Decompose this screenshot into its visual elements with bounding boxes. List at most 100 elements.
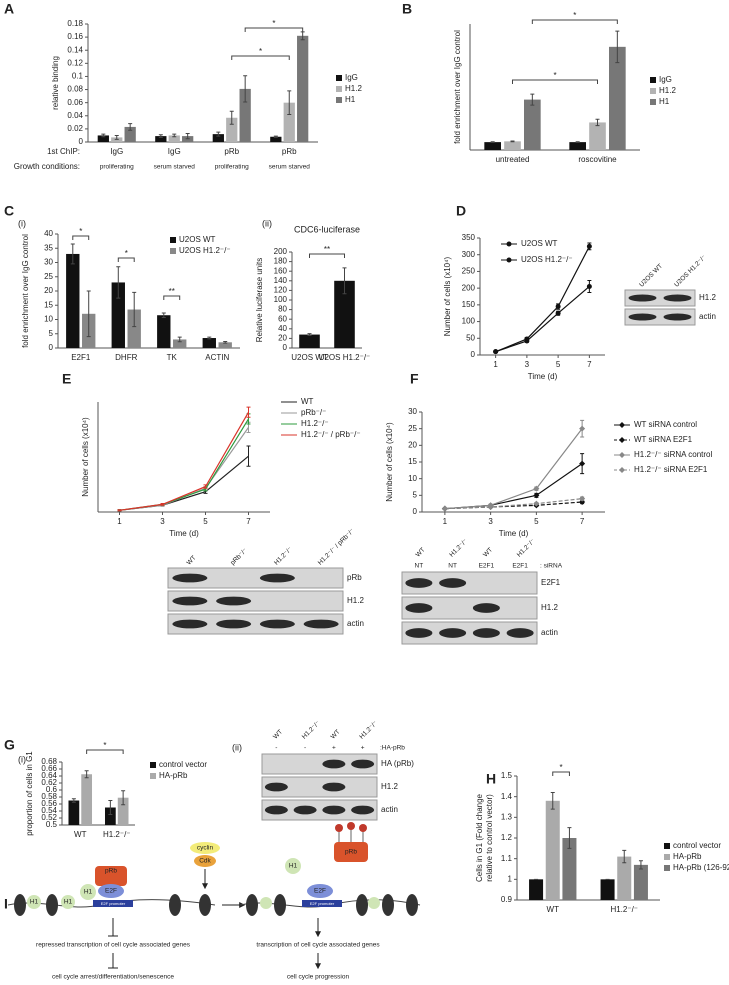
chart: F 0 5 10 15 20 25 30 Number of cells (x10⁴) 1 3 5 7 T… — [385, 371, 712, 538]
phosphate — [359, 824, 367, 832]
chart: C (i) 0 5 10 15 20 25 30 35 40 fold enrichment over… — [4, 203, 240, 362]
legend-label: U2OS WT — [179, 235, 216, 244]
bar — [589, 122, 606, 150]
lane-label: H1.2⁻/⁻ — [273, 545, 294, 566]
legend-label: pRb⁻/⁻ — [301, 408, 326, 417]
x-tick-label: IgG — [110, 147, 123, 156]
row-label: actin — [381, 805, 398, 814]
error-bar — [121, 790, 126, 806]
treatment-label: + — [332, 745, 336, 752]
y-axis-label: proportion of cells in G1 — [25, 751, 34, 836]
y-tick-label: 0.52 — [41, 813, 57, 822]
point — [579, 495, 586, 502]
significance-bracket — [72, 235, 90, 240]
legend-label: WT — [301, 397, 314, 406]
blot-band — [303, 619, 339, 629]
y-tick-label: 250 — [462, 267, 476, 276]
legend-swatch — [336, 97, 342, 103]
phosphate — [335, 824, 343, 832]
y-tick-label: 100 — [274, 295, 288, 304]
panel-label: D — [456, 203, 466, 219]
bar — [81, 774, 93, 825]
x-tick-label: WT — [74, 830, 87, 839]
y-axis-label: fold enrichment over IgG control — [453, 30, 462, 144]
point — [487, 504, 494, 510]
legend-marker — [506, 241, 512, 247]
error-bar — [307, 333, 312, 337]
legend-marker — [619, 467, 625, 473]
y-axis-label: Number of cells (x10⁴) — [443, 256, 452, 336]
legend-label: WT siRNA E2F1 — [634, 435, 693, 444]
legend-swatch — [336, 75, 342, 81]
e2f-protein — [98, 884, 124, 898]
legend-marker — [619, 422, 625, 428]
treatment-label: E2F1 — [479, 563, 495, 570]
error-bar — [530, 93, 535, 106]
blot-band — [216, 596, 252, 606]
x-tick-label: U2OS WT — [291, 353, 328, 362]
blot-strip — [167, 590, 344, 612]
treatment-title: :HA-pRb — [380, 745, 405, 752]
y-tick-label: 0.68 — [41, 757, 57, 766]
prb-protein — [95, 866, 127, 886]
x-tick-label: untreated — [496, 155, 530, 164]
y-tick-label: 5 — [413, 490, 418, 499]
error-bar — [172, 133, 177, 138]
y-axis-label: relative to control vector) — [485, 794, 494, 882]
blot-strip — [167, 613, 344, 635]
promoter — [302, 900, 342, 907]
significance-bracket — [512, 79, 598, 84]
error-bar — [101, 133, 106, 138]
nucleosome — [382, 894, 394, 916]
treatment-label: + — [361, 745, 365, 752]
panel-label: C — [4, 203, 14, 219]
blot-band — [172, 596, 208, 606]
cyclin — [190, 842, 220, 854]
legend-label: H1.2⁻/⁻ siRNA control — [634, 450, 712, 459]
legend-label: U2OS H1.2⁻/⁻ — [521, 255, 573, 264]
h1-protein — [80, 884, 96, 900]
y-tick-label: 200 — [462, 283, 476, 292]
h1-label: H1 — [64, 899, 73, 906]
significance-bracket — [244, 27, 304, 32]
legend-label: WT siRNA control — [634, 420, 697, 429]
point — [533, 492, 540, 499]
blot-band — [259, 619, 295, 629]
legend-swatch — [170, 248, 176, 254]
legend-marker — [619, 437, 625, 443]
h1-protein — [61, 895, 75, 909]
blot-band — [264, 782, 288, 792]
x-tick-label: 5 — [534, 517, 539, 526]
row-label: actin — [541, 628, 558, 637]
y-tick-label: 150 — [462, 300, 476, 309]
y-tick-label: 0 — [79, 137, 84, 146]
bar — [97, 135, 109, 142]
lane-label: H1.2⁻/⁻ — [358, 719, 379, 740]
error-bar — [114, 134, 119, 140]
error-bar — [207, 336, 212, 340]
error-bar — [158, 134, 163, 138]
h1-label: H1 — [289, 863, 298, 870]
error-bar — [203, 484, 208, 489]
x-tick-label: ACTIN — [205, 353, 229, 362]
x-tick-label: pRb — [224, 147, 239, 156]
nucleosome — [246, 894, 258, 916]
error-bar — [132, 291, 137, 328]
y-tick-label: 1.2 — [501, 833, 513, 842]
treatment-title: : siRNA — [540, 563, 563, 570]
x-tick-label: TK — [167, 353, 178, 362]
y-tick-label: 0.58 — [41, 792, 57, 801]
y-tick-label: 1 — [508, 874, 513, 883]
error-bar — [342, 267, 347, 295]
bar — [111, 282, 125, 348]
lane-label: WT — [186, 555, 198, 567]
line — [119, 411, 250, 511]
bar — [155, 136, 167, 142]
chart: (ii) CDC6-luciferase 020406080100120140160… — [255, 218, 370, 362]
legend-label: H1.2⁻/⁻ — [301, 419, 329, 428]
blot-strip — [261, 799, 378, 821]
y-tick-label: 20 — [278, 334, 287, 343]
nucleosome — [406, 894, 418, 916]
bar — [633, 864, 648, 900]
